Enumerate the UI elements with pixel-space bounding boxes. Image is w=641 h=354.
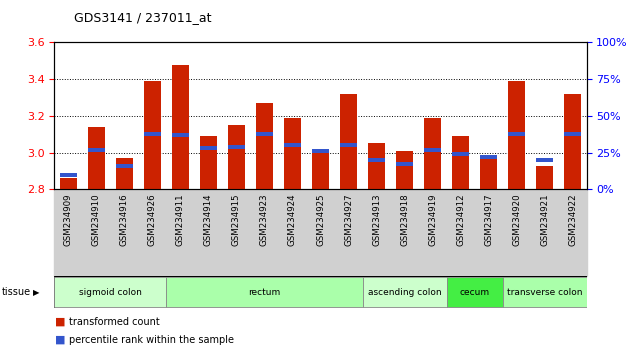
Text: GSM234909: GSM234909 [64, 194, 73, 246]
Text: GSM234920: GSM234920 [512, 194, 521, 246]
Bar [200, 146, 217, 150]
Bar [228, 145, 245, 149]
Bar [536, 166, 553, 189]
Bar [480, 155, 497, 159]
Text: percentile rank within the sample: percentile rank within the sample [69, 335, 233, 345]
Text: GSM234910: GSM234910 [92, 194, 101, 246]
Text: GSM234918: GSM234918 [400, 194, 409, 246]
Text: GSM234923: GSM234923 [260, 194, 269, 246]
Bar [368, 143, 385, 189]
Text: cecum: cecum [460, 287, 490, 297]
Bar [172, 133, 189, 137]
Text: GSM234913: GSM234913 [372, 194, 381, 246]
Bar [256, 132, 273, 136]
Text: GSM234927: GSM234927 [344, 194, 353, 246]
Bar [200, 136, 217, 189]
Text: GSM234924: GSM234924 [288, 194, 297, 246]
FancyBboxPatch shape [363, 277, 447, 307]
Bar [396, 162, 413, 166]
Bar [256, 103, 273, 189]
Text: GSM234925: GSM234925 [316, 194, 325, 246]
Text: GSM234922: GSM234922 [568, 194, 577, 246]
Text: GSM234912: GSM234912 [456, 194, 465, 246]
Bar [144, 132, 161, 136]
Text: GSM234917: GSM234917 [484, 194, 493, 246]
Bar [228, 125, 245, 189]
Text: ■: ■ [54, 335, 65, 345]
Bar [172, 64, 189, 189]
Bar [396, 151, 413, 189]
FancyBboxPatch shape [167, 277, 363, 307]
Bar [340, 143, 357, 147]
Text: ascending colon: ascending colon [368, 287, 441, 297]
Bar [88, 127, 105, 189]
Bar [564, 94, 581, 189]
Text: rectum: rectum [248, 287, 281, 297]
FancyBboxPatch shape [447, 277, 503, 307]
Bar [340, 94, 357, 189]
Bar [508, 132, 525, 136]
Text: GSM234915: GSM234915 [232, 194, 241, 246]
Bar [312, 149, 329, 153]
Text: sigmoid colon: sigmoid colon [79, 287, 142, 297]
Text: tissue: tissue [2, 287, 31, 297]
Bar [508, 81, 525, 189]
Text: GSM234921: GSM234921 [540, 194, 549, 246]
Bar [60, 178, 77, 189]
Bar [452, 136, 469, 189]
Bar [480, 158, 497, 189]
Text: GDS3141 / 237011_at: GDS3141 / 237011_at [74, 11, 212, 24]
Bar [564, 132, 581, 136]
Text: GSM234926: GSM234926 [148, 194, 157, 246]
Bar [88, 148, 105, 152]
Bar [284, 143, 301, 147]
Text: GSM234916: GSM234916 [120, 194, 129, 246]
Bar [424, 148, 441, 152]
Bar [60, 173, 77, 177]
Text: transverse colon: transverse colon [507, 287, 582, 297]
Bar [312, 151, 329, 189]
Text: GSM234911: GSM234911 [176, 194, 185, 246]
FancyBboxPatch shape [503, 277, 587, 307]
Text: GSM234914: GSM234914 [204, 194, 213, 246]
FancyBboxPatch shape [54, 277, 167, 307]
Bar [424, 118, 441, 189]
FancyBboxPatch shape [54, 276, 587, 308]
Text: ■: ■ [54, 317, 65, 327]
Text: transformed count: transformed count [69, 317, 160, 327]
Text: ▶: ▶ [33, 287, 40, 297]
Bar [452, 152, 469, 156]
Bar [144, 81, 161, 189]
Text: GSM234919: GSM234919 [428, 194, 437, 246]
Bar [536, 158, 553, 162]
Bar [116, 158, 133, 189]
Bar [116, 164, 133, 168]
Bar [284, 118, 301, 189]
Bar [368, 158, 385, 162]
